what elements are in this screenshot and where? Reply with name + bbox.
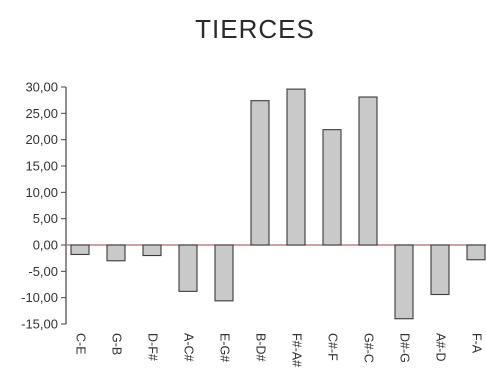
x-tick-label: A-C#: [182, 333, 196, 362]
x-tick-label: B-D#: [254, 333, 268, 362]
x-tick-label: A#-D: [434, 333, 448, 361]
bar-G-B: [106, 244, 126, 262]
bar-D#-G: [394, 244, 414, 320]
y-tick-label: -15,00: [21, 317, 58, 332]
x-tick-label: G#-C: [362, 333, 376, 363]
x-tick-label: D-F#: [146, 333, 160, 361]
bar-A#-D: [430, 244, 450, 296]
bar-A-C#: [178, 244, 198, 292]
bar-F#-A#: [286, 88, 306, 246]
x-tick-label: E-G#: [218, 333, 232, 362]
x-tick-label: C-E: [74, 333, 88, 355]
bar-D-F#: [142, 244, 162, 257]
y-tick-label: 0,00: [33, 238, 58, 253]
x-tick-label: C#-F: [326, 333, 340, 361]
y-tick-label: 10,00: [25, 185, 58, 200]
bar-C#-F: [322, 129, 342, 246]
x-tick-label: G-B: [110, 333, 124, 355]
y-tick-label: 5,00: [33, 211, 58, 226]
y-tick-label: 15,00: [25, 159, 58, 174]
y-tick-label: 25,00: [25, 106, 58, 121]
bar-F-A: [466, 244, 486, 261]
chart-title: TIERCES: [195, 14, 315, 44]
bar-G#-C: [358, 96, 378, 246]
y-tick-label: 30,00: [25, 80, 58, 95]
y-tick-label: -5,00: [28, 264, 58, 279]
x-tick-label: D#-G: [398, 333, 412, 363]
x-tick-label: F-A: [470, 333, 484, 354]
bar-C-E: [70, 244, 90, 256]
bar-B-D#: [250, 100, 270, 246]
y-tick-label: -10,00: [21, 290, 58, 305]
y-tick-label: 20,00: [25, 132, 58, 147]
x-tick-label: F#-A#: [290, 333, 304, 367]
bar-E-G#: [214, 244, 234, 302]
